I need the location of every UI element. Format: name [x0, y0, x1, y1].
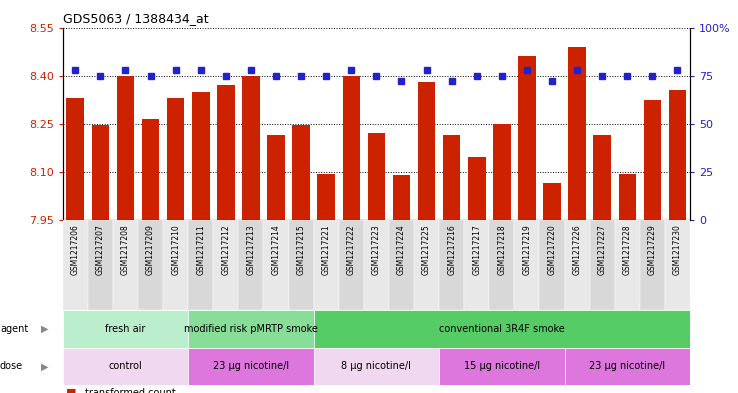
- Bar: [443, 135, 461, 393]
- Text: modified risk pMRTP smoke: modified risk pMRTP smoke: [184, 324, 318, 334]
- Bar: [514, 220, 539, 310]
- Bar: [192, 92, 210, 393]
- Bar: [92, 125, 109, 393]
- Text: GSM1217214: GSM1217214: [272, 225, 280, 275]
- Text: GSM1217216: GSM1217216: [447, 225, 456, 275]
- Bar: [188, 348, 314, 385]
- Text: agent: agent: [0, 324, 28, 334]
- Bar: [314, 310, 690, 348]
- Text: GSM1217220: GSM1217220: [548, 225, 556, 275]
- Text: GSM1217225: GSM1217225: [422, 225, 431, 275]
- Text: GDS5063 / 1388434_at: GDS5063 / 1388434_at: [63, 12, 208, 25]
- Text: 23 μg nicotine/l: 23 μg nicotine/l: [589, 362, 666, 371]
- Text: GSM1217221: GSM1217221: [322, 225, 331, 275]
- Bar: [543, 183, 561, 393]
- Bar: [167, 98, 184, 393]
- Text: GSM1217206: GSM1217206: [71, 225, 80, 275]
- Bar: [292, 125, 310, 393]
- Bar: [615, 220, 640, 310]
- Bar: [314, 220, 339, 310]
- Bar: [317, 174, 335, 393]
- Text: GSM1217228: GSM1217228: [623, 225, 632, 275]
- Text: 8 μg nicotine/l: 8 μg nicotine/l: [342, 362, 411, 371]
- Bar: [314, 348, 439, 385]
- Text: ▶: ▶: [41, 324, 48, 334]
- Bar: [88, 220, 113, 310]
- Text: control: control: [108, 362, 142, 371]
- Text: GSM1217213: GSM1217213: [246, 225, 255, 275]
- Bar: [493, 124, 511, 393]
- Text: GSM1217227: GSM1217227: [598, 225, 607, 275]
- Bar: [618, 174, 636, 393]
- Bar: [263, 220, 289, 310]
- Text: GSM1217207: GSM1217207: [96, 225, 105, 275]
- Bar: [464, 220, 489, 310]
- Bar: [640, 220, 665, 310]
- Bar: [539, 220, 565, 310]
- Bar: [418, 82, 435, 393]
- Bar: [63, 310, 188, 348]
- Text: GSM1217223: GSM1217223: [372, 225, 381, 275]
- Bar: [188, 220, 213, 310]
- Text: GSM1217222: GSM1217222: [347, 225, 356, 275]
- Text: GSM1217229: GSM1217229: [648, 225, 657, 275]
- Bar: [267, 135, 285, 393]
- Text: transformed count: transformed count: [85, 388, 176, 393]
- Bar: [242, 76, 260, 393]
- Text: GSM1217226: GSM1217226: [573, 225, 582, 275]
- Bar: [565, 348, 690, 385]
- Text: GSM1217211: GSM1217211: [196, 225, 205, 275]
- Bar: [414, 220, 439, 310]
- Bar: [342, 76, 360, 393]
- Bar: [644, 100, 661, 393]
- Text: GSM1217212: GSM1217212: [221, 225, 230, 275]
- Bar: [364, 220, 389, 310]
- Bar: [665, 220, 690, 310]
- Bar: [393, 175, 410, 393]
- Bar: [389, 220, 414, 310]
- Bar: [565, 220, 590, 310]
- Bar: [489, 220, 514, 310]
- Text: GSM1217219: GSM1217219: [523, 225, 531, 275]
- Text: GSM1217210: GSM1217210: [171, 225, 180, 275]
- Bar: [368, 133, 385, 393]
- Text: ▶: ▶: [41, 362, 48, 371]
- Bar: [138, 220, 163, 310]
- Bar: [439, 348, 565, 385]
- Bar: [66, 98, 84, 393]
- Bar: [439, 220, 464, 310]
- Bar: [593, 135, 611, 393]
- Text: GSM1217215: GSM1217215: [297, 225, 306, 275]
- Bar: [468, 158, 486, 393]
- Bar: [113, 220, 138, 310]
- Text: ■: ■: [66, 388, 77, 393]
- Bar: [669, 90, 686, 393]
- Text: conventional 3R4F smoke: conventional 3R4F smoke: [439, 324, 565, 334]
- Bar: [188, 310, 314, 348]
- Text: GSM1217230: GSM1217230: [673, 225, 682, 275]
- Text: 23 μg nicotine/l: 23 μg nicotine/l: [213, 362, 289, 371]
- Bar: [590, 220, 615, 310]
- Bar: [117, 76, 134, 393]
- Bar: [213, 220, 238, 310]
- Bar: [339, 220, 364, 310]
- Text: GSM1217224: GSM1217224: [397, 225, 406, 275]
- Bar: [142, 119, 159, 393]
- Bar: [63, 220, 88, 310]
- Text: GSM1217218: GSM1217218: [497, 225, 506, 275]
- Bar: [518, 56, 536, 393]
- Bar: [568, 47, 586, 393]
- Text: GSM1217209: GSM1217209: [146, 225, 155, 275]
- Text: GSM1217208: GSM1217208: [121, 225, 130, 275]
- Text: fresh air: fresh air: [106, 324, 145, 334]
- Bar: [163, 220, 188, 310]
- Bar: [289, 220, 314, 310]
- Text: GSM1217217: GSM1217217: [472, 225, 481, 275]
- Bar: [63, 348, 188, 385]
- Text: dose: dose: [0, 362, 23, 371]
- Bar: [238, 220, 263, 310]
- Text: 15 μg nicotine/l: 15 μg nicotine/l: [463, 362, 540, 371]
- Bar: [217, 85, 235, 393]
